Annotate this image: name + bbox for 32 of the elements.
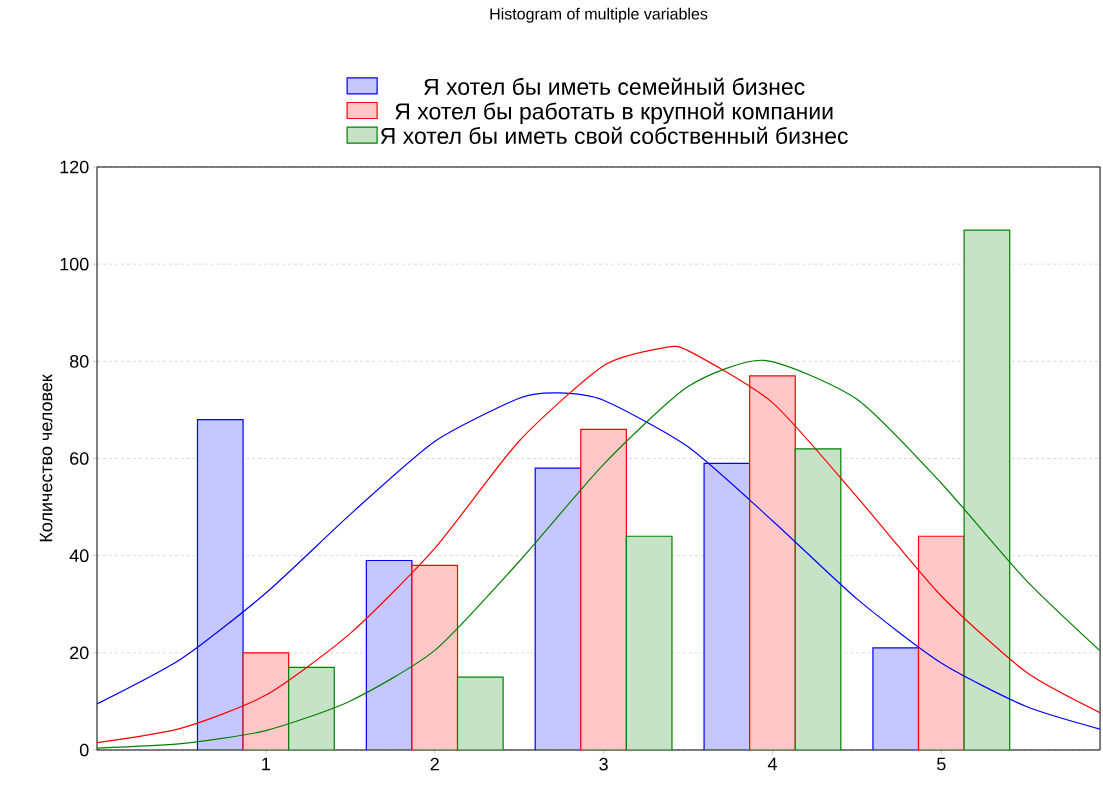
y-axis-title: Количество человек <box>39 374 53 542</box>
bar <box>580 428 627 750</box>
bar <box>872 647 920 750</box>
x-tick-label: 3 <box>599 757 608 771</box>
bar <box>963 229 1011 750</box>
y-tick-label: 0 <box>79 743 89 757</box>
bar <box>534 467 582 750</box>
legend-label: Я хотел бы иметь свой собственный бизнес <box>380 126 848 145</box>
bar <box>625 535 673 750</box>
y-tick-label: 80 <box>69 354 89 368</box>
y-tick-label: 100 <box>60 257 89 271</box>
x-tick-label: 5 <box>937 757 946 771</box>
bar <box>456 676 504 750</box>
y-tick-label: 60 <box>70 452 89 465</box>
y-tick-label: 40 <box>69 549 89 563</box>
x-tick-label: 4 <box>767 757 777 771</box>
bar <box>411 564 459 750</box>
chart-title: Histogram of multiple variables <box>490 7 708 23</box>
bar <box>365 559 413 750</box>
x-tick-label: 2 <box>430 757 439 771</box>
bar <box>917 535 965 750</box>
bar <box>242 652 290 750</box>
y-tick-label: 120 <box>60 160 89 174</box>
bar <box>196 419 244 750</box>
bar <box>288 666 335 750</box>
x-tick-label: 1 <box>262 757 270 771</box>
y-tick-label: 20 <box>70 646 89 660</box>
bar <box>703 462 751 750</box>
legend-label: Я хотел бы работать в крупной компании <box>395 102 833 125</box>
legend-label: Я хотел бы иметь семейный бизнес <box>424 77 805 95</box>
bar <box>749 375 796 750</box>
bar <box>794 448 842 750</box>
